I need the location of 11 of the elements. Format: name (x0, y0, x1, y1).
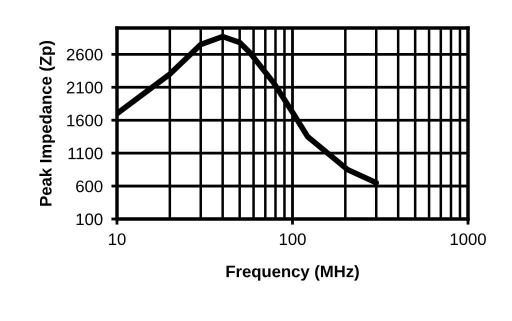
y-tick-label: 2100 (66, 82, 102, 94)
x-tick-label: 100 (280, 233, 306, 246)
y-axis-title: Peak Impedance (Zp) (39, 40, 55, 206)
y-tick-label: 1100 (68, 148, 102, 160)
x-axis-title: Frequency (MHz) (226, 265, 359, 281)
x-tick-label: 1000 (450, 233, 486, 246)
y-tick-label: 1600 (67, 114, 102, 126)
y-tick-label: 600 (76, 180, 102, 192)
y-tick-label: 2600 (66, 48, 102, 61)
x-tick-label: 10 (109, 233, 126, 246)
y-tick-label: 100 (76, 213, 102, 226)
